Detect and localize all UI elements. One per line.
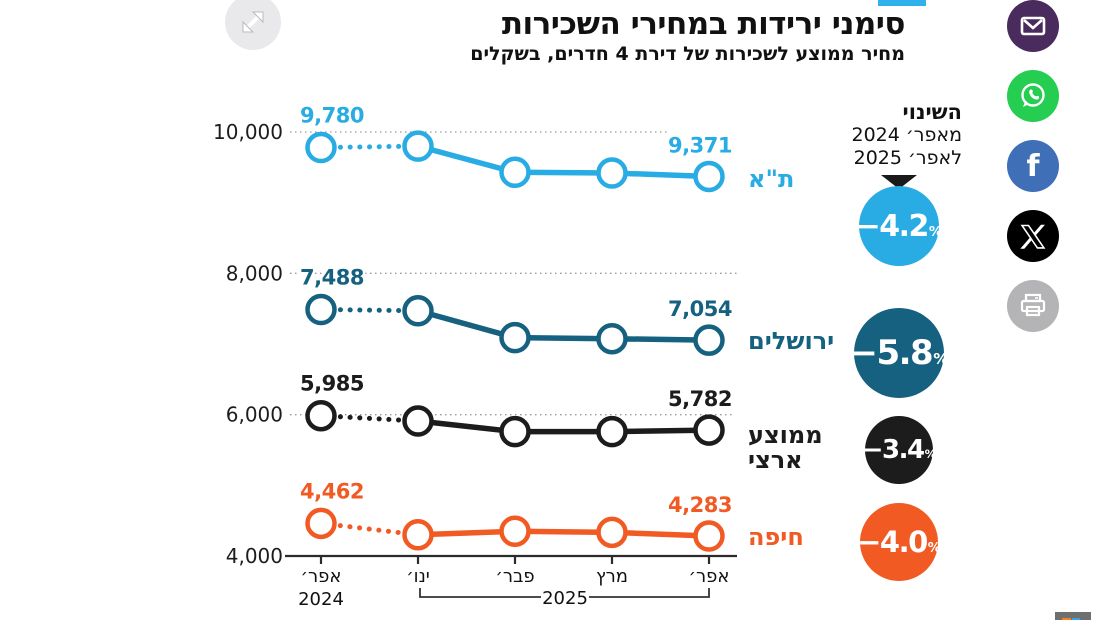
last-value-label-haifa: 4,283 [668,493,732,517]
series-name-jerusalem: ירושלים [748,327,834,355]
data-point-jerusalem [305,293,337,326]
series-jerusalem: 7,488 7,054 ירושלים [298,263,834,356]
jerusalem-change-badge: −5.8% [849,308,949,398]
svg-text:פבר׳: פבר׳ [495,566,534,587]
data-point-jerusalem [693,324,725,356]
data-point-haifa [402,519,434,551]
national-average-change-badge: −3.4% [862,416,936,484]
last-value-label-jerusalem: 7,054 [668,297,732,321]
data-point-tel-aviv [499,156,531,189]
change-heading: השינוי [902,100,962,124]
email-share-button[interactable] [1007,0,1059,52]
change-period-line1: מאפר׳ 2024 [851,124,963,146]
print-icon [1020,293,1046,317]
data-point-national-average [693,414,725,446]
svg-text:ינו׳: ינו׳ [406,566,430,587]
expand-arrows-icon [242,11,264,33]
x-icon [1020,224,1046,249]
svg-text:2025: 2025 [542,588,588,609]
data-point-national-average [305,399,337,432]
email-icon [1020,16,1046,36]
partial-logo [1055,612,1091,620]
data-point-jerusalem [499,321,531,354]
change-panel-header: השינוי מאפר׳ 2024 לאפר׳ 2025 [852,100,963,170]
data-point-jerusalem [596,322,628,355]
data-point-tel-aviv [596,157,628,189]
first-value-label-national-average: 5,985 [300,372,364,396]
data-point-haifa [693,520,725,552]
data-point-haifa [499,515,531,548]
series-tel-aviv: 9,780 9,371 ת"א [298,101,795,193]
first-value-label-haifa: 4,462 [300,479,364,503]
data-point-tel-aviv [402,130,434,162]
series-name-tel-aviv: ת"א [748,165,794,193]
data-point-national-average [596,415,628,448]
svg-text:אפר׳: אפר׳ [689,566,730,587]
svg-text:2024: 2024 [298,589,344,610]
whatsapp-icon [1021,83,1045,107]
data-point-tel-aviv [305,131,337,164]
partial-logo-blue [1072,618,1080,620]
haifa-change-badge: −4.0% [857,503,941,581]
data-point-tel-aviv [693,160,725,193]
data-point-national-average [402,405,434,437]
share-rail: f [1007,0,1059,332]
brand-accent-bar [878,0,926,6]
facebook-share-button[interactable]: f [1007,140,1059,192]
whatsapp-share-button[interactable] [1007,70,1059,122]
series-name-haifa: חיפה [748,523,804,551]
svg-text:מרץ: מרץ [596,566,628,587]
svg-text:6,000: 6,000 [226,403,283,427]
svg-text:אפר׳: אפר׳ [301,566,342,587]
svg-text:8,000: 8,000 [226,261,283,285]
svg-text:4,000: 4,000 [226,544,283,568]
x-share-button[interactable] [1007,210,1059,262]
facebook-icon: f [1026,149,1040,184]
svg-text:10,000: 10,000 [213,120,283,144]
change-period-line2: לאפר׳ 2025 [853,147,962,169]
partial-logo-orange [1062,618,1071,620]
expand-button[interactable] [225,0,281,50]
page-title: סימני ירידות במחירי השכירות [501,6,906,42]
down-triangle-icon [881,175,917,189]
data-point-haifa [596,516,628,549]
data-point-haifa [305,507,337,540]
data-point-national-average [499,415,531,448]
first-value-label-tel-aviv: 9,780 [300,104,364,128]
series-name-national-average: ממוצע [748,421,823,449]
svg-text:f: f [1026,149,1040,184]
tel-aviv-change-badge: −4.2% [856,186,942,266]
first-value-label-jerusalem: 7,488 [300,266,364,290]
print-share-button[interactable] [1007,280,1059,332]
series-name-national-average: ארצי [748,446,803,474]
series-haifa: 4,462 4,283 חיפה [298,477,804,552]
data-point-jerusalem [402,295,434,327]
last-value-label-tel-aviv: 9,371 [668,133,732,157]
chart-subtitle: מחיר ממוצע לשכירות של דירת 4 חדרים, בשקל… [470,43,905,65]
last-value-label-national-average: 5,782 [668,387,732,411]
